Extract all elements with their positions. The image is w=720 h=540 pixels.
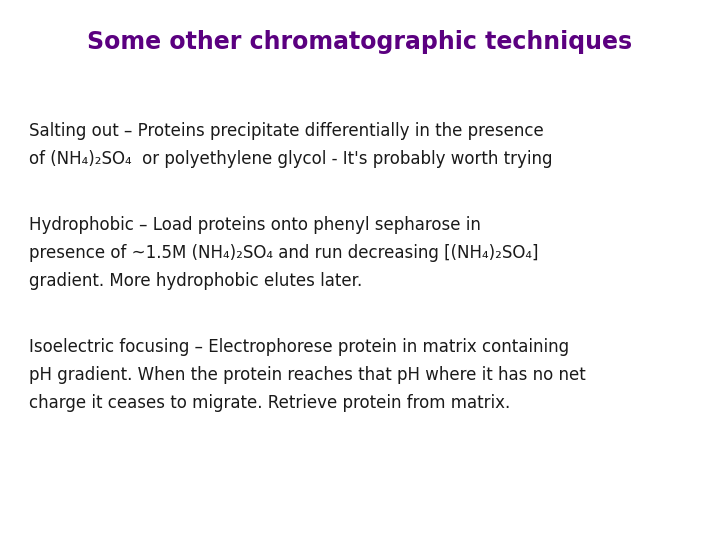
- Text: Some other chromatographic techniques: Some other chromatographic techniques: [87, 30, 633, 53]
- Text: Isoelectric focusing – Electrophorese protein in matrix containing: Isoelectric focusing – Electrophorese pr…: [29, 338, 569, 355]
- Text: gradient. More hydrophobic elutes later.: gradient. More hydrophobic elutes later.: [29, 272, 362, 290]
- Text: presence of ~1.5M (NH₄)₂SO₄ and run decreasing [(NH₄)₂SO₄]: presence of ~1.5M (NH₄)₂SO₄ and run decr…: [29, 244, 539, 262]
- Text: charge it ceases to migrate. Retrieve protein from matrix.: charge it ceases to migrate. Retrieve pr…: [29, 394, 510, 411]
- Text: pH gradient. When the protein reaches that pH where it has no net: pH gradient. When the protein reaches th…: [29, 366, 585, 383]
- Text: Hydrophobic – Load proteins onto phenyl sepharose in: Hydrophobic – Load proteins onto phenyl …: [29, 216, 481, 234]
- Text: Salting out – Proteins precipitate differentially in the presence: Salting out – Proteins precipitate diffe…: [29, 122, 544, 139]
- Text: of (NH₄)₂SO₄  or polyethylene glycol - It's probably worth trying: of (NH₄)₂SO₄ or polyethylene glycol - It…: [29, 150, 552, 167]
